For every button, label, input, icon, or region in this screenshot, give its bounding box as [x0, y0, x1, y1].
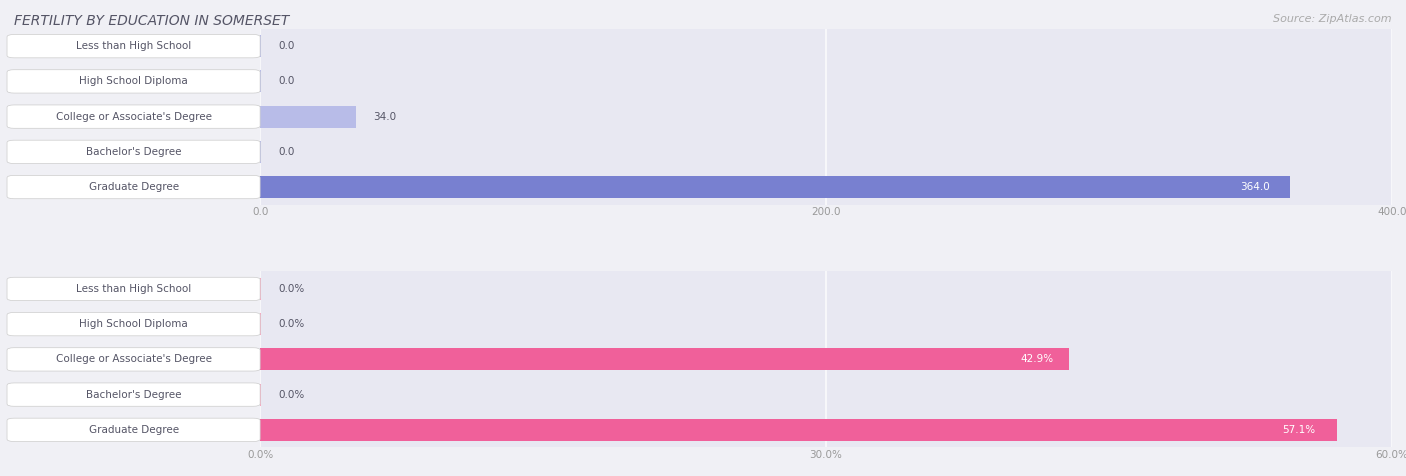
Text: High School Diploma: High School Diploma	[79, 319, 188, 329]
Text: 42.9%: 42.9%	[1021, 354, 1053, 365]
Text: 57.1%: 57.1%	[1282, 425, 1316, 435]
Text: Graduate Degree: Graduate Degree	[89, 425, 179, 435]
Text: 364.0: 364.0	[1240, 182, 1270, 192]
Text: Less than High School: Less than High School	[76, 41, 191, 51]
Text: 0.0%: 0.0%	[278, 389, 305, 400]
Bar	[260, 176, 1291, 198]
Text: FERTILITY BY EDUCATION IN SOMERSET: FERTILITY BY EDUCATION IN SOMERSET	[14, 14, 290, 28]
Bar	[260, 271, 1392, 307]
Bar	[260, 169, 1392, 205]
Text: 0.0%: 0.0%	[278, 319, 305, 329]
Bar	[260, 29, 1392, 64]
Text: College or Associate's Degree: College or Associate's Degree	[56, 354, 211, 365]
Text: Graduate Degree: Graduate Degree	[89, 182, 179, 192]
Bar	[260, 419, 1337, 441]
Bar	[260, 412, 1392, 447]
Text: Bachelor's Degree: Bachelor's Degree	[86, 147, 181, 157]
Text: 0.0: 0.0	[278, 147, 295, 157]
Text: 34.0: 34.0	[374, 111, 396, 122]
Text: College or Associate's Degree: College or Associate's Degree	[56, 111, 211, 122]
Bar	[260, 348, 1070, 370]
Text: Source: ZipAtlas.com: Source: ZipAtlas.com	[1274, 14, 1392, 24]
Bar	[260, 99, 1392, 134]
Text: 0.0%: 0.0%	[278, 284, 305, 294]
Text: Bachelor's Degree: Bachelor's Degree	[86, 389, 181, 400]
Bar	[260, 106, 356, 128]
Text: 0.0: 0.0	[278, 76, 295, 87]
Text: High School Diploma: High School Diploma	[79, 76, 188, 87]
Text: 0.0: 0.0	[278, 41, 295, 51]
Bar	[260, 342, 1392, 377]
Bar	[260, 134, 1392, 169]
Bar	[260, 64, 1392, 99]
Bar	[260, 377, 1392, 412]
Text: Less than High School: Less than High School	[76, 284, 191, 294]
Bar	[260, 307, 1392, 342]
